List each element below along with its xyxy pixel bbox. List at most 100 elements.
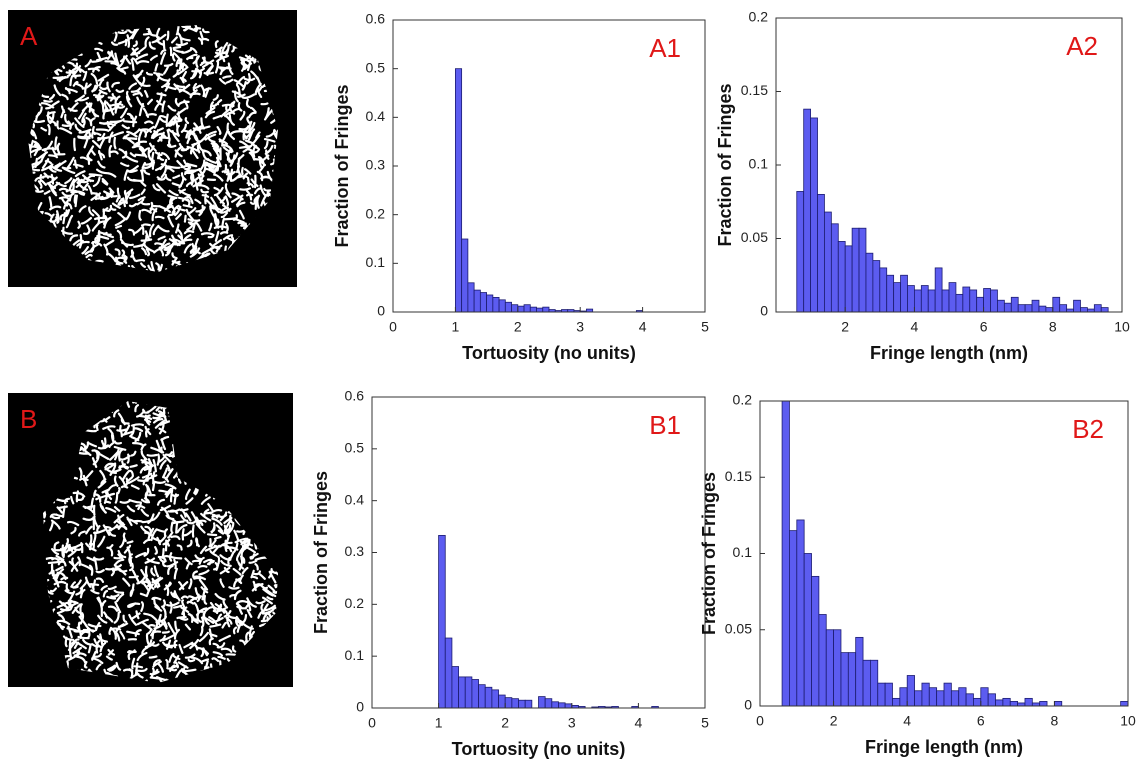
y-axis-label: Fraction of Fringes <box>332 84 352 247</box>
bar <box>1038 305 1047 312</box>
bar <box>538 696 546 708</box>
bar <box>1002 697 1011 706</box>
x-tick-label: 6 <box>980 319 988 335</box>
bar <box>803 553 812 706</box>
bar <box>558 702 566 708</box>
plot-frame <box>371 396 706 709</box>
bar <box>518 699 526 708</box>
bar <box>486 294 494 312</box>
x-tick-label: 0 <box>756 713 764 729</box>
x-tick-label: 1 <box>435 715 443 731</box>
y-tick-label: 0.3 <box>345 543 365 559</box>
y-tick-label: 0.15 <box>741 82 768 98</box>
bar <box>920 285 929 312</box>
bar <box>1017 304 1026 312</box>
bar <box>893 282 901 312</box>
bar <box>943 682 952 706</box>
bar <box>498 299 506 312</box>
bar <box>870 659 879 706</box>
bar <box>444 637 453 708</box>
bar <box>907 285 915 312</box>
bar <box>851 227 860 312</box>
bar <box>995 699 1004 706</box>
histogram-chart: 0 0.1 0.2 0.3 0.4 0.5 0.6 0 1 2 3 4 5 Tortuosity (no … <box>311 388 709 759</box>
y-tick-label: 0.2 <box>749 9 769 25</box>
x-tick-label: 2 <box>501 715 509 731</box>
y-axis-label: Fraction of Fringes <box>715 83 735 246</box>
bar <box>980 687 989 706</box>
bar <box>921 682 930 706</box>
charts: 0 0.1 0.2 0.3 0.4 0.5 0.6 0 1 2 3 4 5 Tortuosity (no … <box>311 9 1136 759</box>
bar <box>1100 307 1109 312</box>
y-axis-label: Fraction of Fringes <box>699 472 719 635</box>
bar <box>1073 299 1081 312</box>
x-tick-label: 3 <box>576 319 584 335</box>
x-tick-label: 4 <box>911 319 919 335</box>
x-axis-label: Tortuosity (no units) <box>462 343 636 363</box>
y-tick-label: 0.1 <box>733 544 753 560</box>
bar <box>504 697 513 708</box>
y-tick-label: 0.4 <box>366 108 386 124</box>
bar <box>987 693 996 706</box>
bar <box>438 534 446 708</box>
x-tick-label: 6 <box>977 713 985 729</box>
bar <box>498 694 506 708</box>
bar <box>1003 302 1012 312</box>
bar <box>478 684 486 708</box>
x-tick-label: 10 <box>1114 319 1130 335</box>
plot-frame <box>392 19 706 313</box>
bar <box>1093 304 1102 312</box>
x-axis-label: Tortuosity (no units) <box>452 739 626 759</box>
bar <box>491 689 499 708</box>
bar <box>1080 307 1088 312</box>
bar <box>855 636 864 706</box>
y-tick-label: 0.5 <box>345 440 365 456</box>
images: AB <box>8 10 297 687</box>
bar <box>511 698 519 708</box>
bar <box>544 698 553 708</box>
bar <box>789 530 798 706</box>
bar <box>965 693 974 706</box>
y-tick-label: 0.4 <box>345 491 365 507</box>
bar <box>484 686 493 708</box>
bar <box>872 260 881 312</box>
bar <box>458 676 466 708</box>
histogram-chart: 0 0.05 0.1 0.15 0.2 0 2 4 6 8 10 Fringe length (nm)… <box>699 392 1136 757</box>
x-axis-label: Fringe length (nm) <box>870 343 1028 363</box>
y-tick-label: 0.2 <box>366 205 386 221</box>
bar <box>990 289 998 312</box>
y-tick-label: 0.15 <box>725 468 752 484</box>
bar <box>1054 701 1063 706</box>
y-tick-label: 0.05 <box>725 620 752 636</box>
bar <box>825 629 834 706</box>
bar <box>886 274 895 312</box>
micrograph: A <box>8 10 297 287</box>
x-tick-label: 8 <box>1049 319 1057 335</box>
bar <box>523 304 531 312</box>
image-label: B <box>20 404 37 434</box>
bar <box>492 296 500 312</box>
bars <box>438 534 659 708</box>
bar <box>858 227 867 312</box>
bar <box>796 191 805 312</box>
bar <box>969 289 978 312</box>
y-tick-label: 0.05 <box>741 229 768 245</box>
bar <box>451 666 459 708</box>
x-tick-label: 8 <box>1051 713 1059 729</box>
bar <box>461 238 469 312</box>
x-tick-label: 2 <box>841 319 849 335</box>
bar <box>1031 299 1040 312</box>
y-tick-label: 0.6 <box>366 11 386 27</box>
bar <box>914 690 923 706</box>
bar <box>536 307 544 312</box>
bar <box>892 697 901 706</box>
bars <box>781 401 1128 706</box>
bar <box>899 687 908 706</box>
bar <box>542 306 550 312</box>
bar <box>511 304 519 312</box>
y-axis-label: Fraction of Fringes <box>311 471 331 634</box>
histogram-chart: 0 0.05 0.1 0.15 0.2 2 4 6 8 10 Fringe length (nm) F… <box>715 9 1130 363</box>
y-tick-label: 0.2 <box>733 392 753 408</box>
bar <box>796 519 805 706</box>
bar <box>936 690 945 706</box>
